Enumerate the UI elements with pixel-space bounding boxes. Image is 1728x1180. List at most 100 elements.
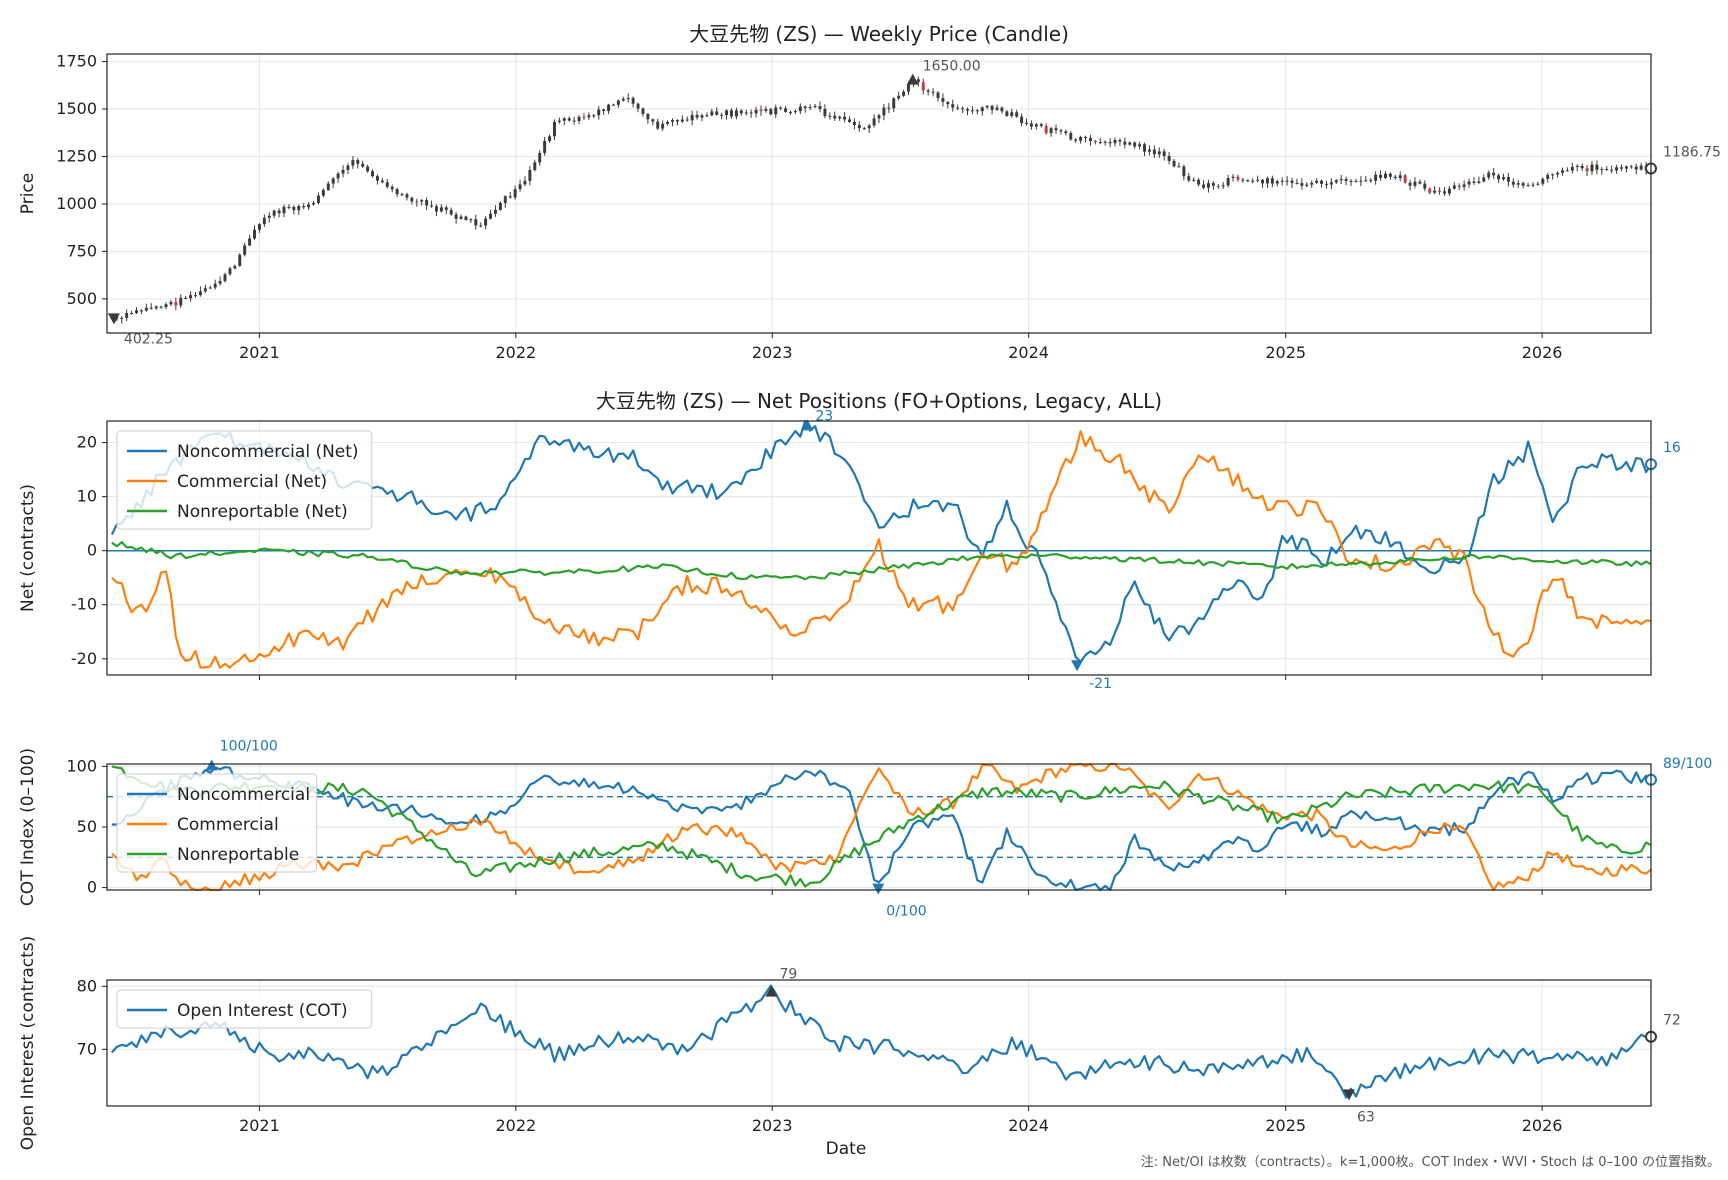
candle-body (646, 113, 650, 120)
candle-body (1093, 140, 1097, 143)
candle-body (1354, 181, 1358, 183)
candle-body (1344, 179, 1348, 181)
candle-body (179, 297, 183, 306)
candle-body (139, 310, 143, 312)
candle-body (1383, 173, 1387, 178)
candle-body (326, 183, 330, 190)
candle-body (1413, 181, 1417, 186)
candle-body (130, 313, 134, 315)
candle-body (926, 90, 930, 92)
candle-body (1634, 166, 1638, 170)
candle-body (857, 124, 861, 129)
min-label: 402.25 (124, 331, 173, 347)
candle-body (154, 306, 158, 309)
candle-body (1428, 188, 1432, 193)
x-tick-label: 2022 (495, 343, 536, 362)
candle-body (543, 140, 547, 153)
candle-body (1349, 180, 1353, 182)
candle-body (361, 163, 365, 167)
y-tick-label: 1500 (56, 99, 97, 118)
candle-body (813, 105, 817, 108)
panel-2: -20 -10 0 10 20 Net (contracts) 大豆先物 (ZS) — Ne… (18, 389, 1681, 692)
candle-body (985, 105, 989, 108)
candle-body (970, 110, 974, 112)
candle-body (666, 121, 670, 124)
x-tick-label: 2021 (239, 1116, 280, 1135)
candle-body (213, 283, 217, 288)
y-tick-label: 70 (77, 1039, 97, 1058)
candle-body (1079, 137, 1083, 141)
candle-body (533, 162, 537, 171)
candle-body (331, 178, 335, 184)
candle-body (1418, 181, 1422, 184)
max-label: 79 (780, 967, 798, 983)
x-tick-label: 2024 (1008, 343, 1049, 362)
y-tick-label: 100 (66, 756, 97, 775)
candle-body (1639, 165, 1643, 170)
candle-body (508, 196, 512, 198)
candle-body (656, 121, 660, 129)
axes-frame (106, 53, 1652, 334)
y-axis-label: COT Index (0–100) (18, 748, 38, 906)
candle-body (321, 189, 325, 196)
x-tick-label: 2023 (752, 343, 793, 362)
candle-body (1029, 123, 1033, 127)
candle-body (1010, 112, 1014, 117)
candle-body (1261, 179, 1265, 184)
candle-body (1408, 182, 1412, 186)
candle-body (995, 107, 999, 110)
candle-body (518, 184, 522, 190)
candle-body (1162, 151, 1166, 156)
last-label: 89/100 (1663, 756, 1712, 772)
legend-label: Nonreportable (177, 845, 299, 865)
candle-body (346, 165, 350, 170)
last-label: 1186.75 (1663, 144, 1721, 160)
candle-body (1123, 141, 1127, 145)
candle-body (444, 207, 448, 210)
candle-body (1531, 184, 1535, 186)
candle-body (1359, 180, 1363, 182)
candle-body (769, 109, 773, 115)
candle-body (1334, 180, 1338, 183)
candle-body (931, 91, 935, 93)
candle-body (1423, 183, 1427, 189)
candle-body (1251, 180, 1255, 182)
candle-body (484, 218, 488, 226)
max-marker (765, 985, 778, 997)
min-label: -21 (1089, 676, 1112, 692)
panel-3: 0 50 100 COT Index (0–100) Noncommercial Comm… (18, 738, 1712, 919)
candle-body (493, 209, 497, 214)
min-marker (1071, 660, 1084, 672)
y-tick-label: 20 (77, 433, 97, 452)
candle-body (248, 238, 252, 246)
candle-body (479, 225, 483, 227)
candle-body (1015, 112, 1019, 117)
candle-body (385, 182, 389, 187)
candle-body (1467, 181, 1471, 185)
candle-body (336, 173, 340, 179)
max-label: 23 (815, 408, 833, 424)
candle-body (1541, 178, 1545, 184)
panel-4: 70 80 2021 2022 2023 2024 2025 2026 Open Interes… (18, 936, 1681, 1159)
candle-body (1187, 176, 1191, 181)
candle-body (459, 216, 463, 219)
candle-body (287, 206, 291, 208)
candle-body (621, 98, 625, 101)
max-marker (205, 759, 218, 771)
candle-body (572, 120, 576, 122)
candle-body (636, 103, 640, 109)
candle-body (1398, 175, 1402, 179)
legend-label: Nonreportable (Net) (177, 502, 348, 522)
candle-body (695, 114, 699, 118)
candle-body (375, 176, 379, 181)
candle-body (1270, 178, 1274, 184)
candle-body (843, 116, 847, 120)
candle-body (1211, 183, 1215, 186)
candle-body (1157, 151, 1161, 155)
candle-body (946, 101, 950, 105)
candle-body (267, 215, 271, 218)
legend-box (116, 989, 373, 1029)
candle-body (1374, 174, 1378, 181)
candle-body (833, 115, 837, 119)
candle-body (671, 120, 674, 122)
